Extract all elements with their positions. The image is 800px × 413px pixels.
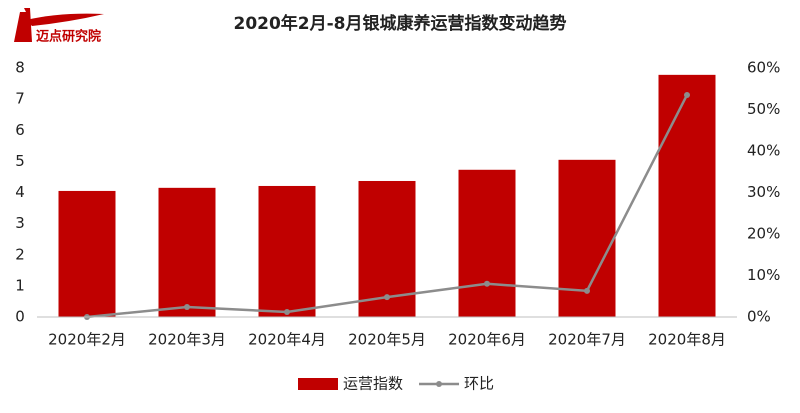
bar [658, 74, 716, 317]
legend-label: 环比 [464, 375, 494, 393]
bar [458, 169, 516, 317]
bar [258, 185, 316, 317]
y-tick-label: 1 [15, 276, 25, 294]
y2-tick-label: 60% [747, 59, 780, 77]
y-tick-label: 2 [15, 245, 25, 263]
x-tick-label: 2020年4月 [248, 331, 326, 349]
y2-tick-label: 30% [747, 183, 780, 201]
line-point [184, 304, 190, 311]
y2-tick-label: 40% [747, 142, 780, 160]
y2-tick-label: 50% [747, 100, 780, 118]
legend-label: 运营指数 [343, 375, 403, 393]
y-tick-label: 8 [15, 59, 25, 77]
y-tick-label: 5 [15, 152, 25, 170]
y2-tick-label: 0% [747, 308, 771, 326]
chart-title: 2020年2月-8月银城康养运营指数变动趋势 [233, 13, 566, 34]
logo-icon [14, 8, 32, 42]
line-point [284, 309, 290, 316]
x-tick-label: 2020年8月 [648, 331, 726, 349]
legend-swatch [298, 378, 338, 390]
x-tick-label: 2020年5月 [348, 331, 426, 349]
x-tick-label: 2020年3月 [148, 331, 226, 349]
x-tick-label: 2020年7月 [548, 331, 626, 349]
y2-tick-label: 20% [747, 225, 780, 243]
line-point [384, 294, 390, 301]
y2-tick-label: 10% [747, 266, 780, 284]
bar [158, 187, 216, 317]
logo-text: 迈点研究院 [36, 29, 101, 45]
y-tick-label: 0 [15, 308, 25, 326]
y-tick-label: 4 [15, 183, 25, 201]
y-tick-label: 3 [15, 214, 25, 232]
bar [58, 190, 116, 317]
legend-swatch-dot [436, 381, 443, 387]
y-tick-label: 7 [15, 90, 25, 108]
logo: 迈点研究院 [14, 8, 104, 45]
y-tick-label: 6 [15, 121, 25, 139]
x-tick-label: 2020年2月 [48, 331, 126, 349]
line-point [484, 280, 490, 287]
x-tick-label: 2020年6月 [448, 331, 526, 349]
line-point [584, 287, 590, 294]
line-point [684, 91, 690, 98]
logo-flag [26, 13, 104, 26]
